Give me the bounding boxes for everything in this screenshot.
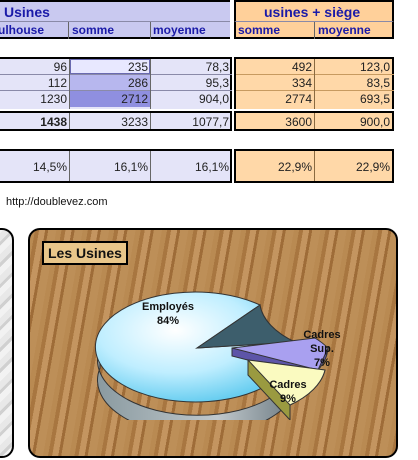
somme-highlight [70, 59, 150, 74]
source-url[interactable]: http://doublevez.com [6, 196, 108, 208]
divider [314, 59, 315, 109]
siege-title: usines + siège [264, 4, 361, 20]
cell-somme: 2712 [121, 92, 148, 106]
percent-somme: 16,1% [113, 160, 148, 174]
total-moyenne2: 900,0 [359, 115, 390, 129]
label-employes-name: Employés [142, 301, 194, 313]
cell-somme: 286 [127, 76, 148, 90]
siege-header: usines + siège [234, 0, 394, 22]
somme-highlight [70, 91, 150, 107]
percent-mulhouse: 14,5% [32, 160, 67, 174]
col-moyenne2-header: moyenne [318, 23, 371, 37]
divider [314, 151, 315, 181]
cell-somme2: 2774 [285, 92, 312, 106]
total-moyenne: 1077,7 [192, 115, 229, 129]
divider [314, 113, 315, 129]
pie-slice-cadres [246, 359, 326, 420]
divider [69, 59, 70, 109]
label-cadres-pct: 9% [280, 393, 296, 405]
pie-chart [94, 291, 329, 420]
chart-title: Les Usines [42, 241, 128, 265]
label-cadres-sup: Cadres Sup. 7% [294, 328, 350, 370]
cell-somme2: 492 [291, 60, 312, 74]
usines-header: Usines [0, 0, 230, 22]
cell-mulhouse: 96 [53, 60, 67, 74]
label-employes: Employés 84% [138, 300, 198, 328]
label-cadres-sup-pct: 7% [314, 357, 330, 369]
col-somme-header: somme [72, 23, 115, 37]
somme-highlight [70, 75, 150, 90]
percent-moyenne2: 22,9% [355, 160, 390, 174]
divider [69, 113, 70, 129]
label-cadres-sup-name: Cadres Sup. [303, 329, 341, 355]
cell-moyenne: 78,3 [205, 60, 229, 74]
cell-moyenne2: 693,5 [359, 92, 390, 106]
total-somme2: 3600 [285, 115, 312, 129]
percent-moyenne: 16,1% [194, 160, 229, 174]
marble-panel [0, 228, 14, 458]
total-mulhouse: 1438 [40, 115, 67, 129]
column-header-row [0, 22, 230, 39]
percent-somme2: 22,9% [277, 160, 312, 174]
cell-moyenne2: 123,0 [359, 60, 390, 74]
cell-somme: 235 [127, 60, 148, 74]
total-somme: 3233 [121, 115, 148, 129]
usines-title: Usines [4, 4, 50, 20]
row-divider [236, 90, 394, 91]
totals-row-usines [0, 111, 232, 131]
col-moyenne-header: moyenne [153, 23, 206, 37]
divider [314, 22, 315, 39]
label-cadres-name: Cadres [269, 379, 307, 391]
percent-row-usines [0, 149, 232, 183]
label-employes-pct: 84% [156, 315, 180, 327]
pie-slice-employes [94, 291, 298, 420]
cell-mulhouse: 1230 [40, 92, 67, 106]
divider [150, 151, 151, 181]
divider [68, 22, 69, 39]
label-cadres: Cadres 9% [264, 378, 312, 406]
col-somme2-header: somme [238, 23, 281, 37]
divider [150, 59, 151, 109]
cell-moyenne: 904,0 [198, 92, 229, 106]
row-divider [236, 74, 394, 75]
cell-somme2: 334 [291, 76, 312, 90]
divider [150, 113, 151, 129]
cell-moyenne2: 83,5 [366, 76, 390, 90]
divider [150, 22, 151, 39]
col-mulhouse-header: Mulhouse [0, 23, 44, 37]
divider [69, 151, 70, 181]
cell-moyenne: 95,3 [205, 76, 229, 90]
cell-mulhouse: 112 [47, 76, 67, 90]
row-divider [0, 74, 232, 75]
row-divider [0, 90, 232, 91]
